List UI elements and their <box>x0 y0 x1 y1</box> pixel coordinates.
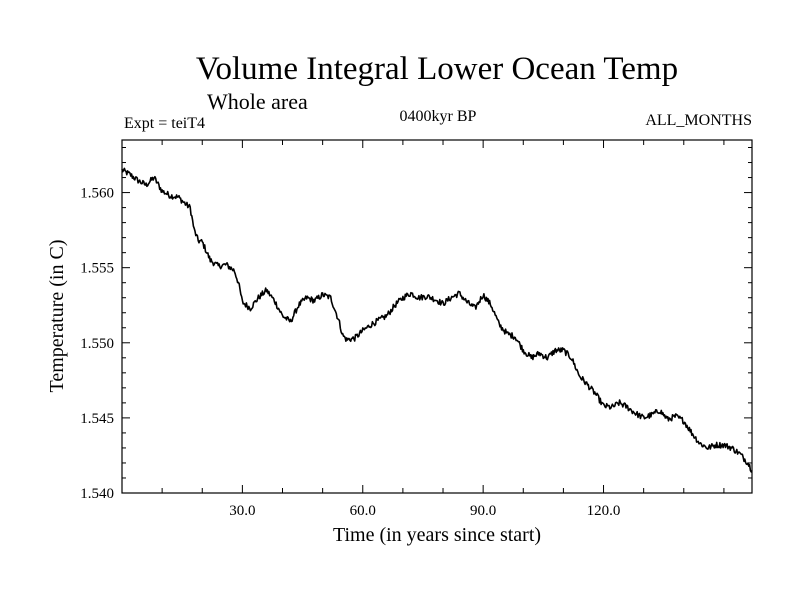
x-tick-label: 90.0 <box>470 503 496 519</box>
y-tick-label: 1.540 <box>80 486 114 502</box>
y-tick-label: 1.560 <box>80 186 114 202</box>
y-axis-label: Temperature (in C) <box>46 240 68 393</box>
x-tick-label: 30.0 <box>229 503 255 519</box>
x-axis-label: Time (in years since start) <box>333 524 541 546</box>
plot-frame <box>121 139 753 494</box>
x-tick-label: 120.0 <box>587 503 621 519</box>
x-tick-label: 60.0 <box>350 503 376 519</box>
y-axis: 1.540 1.545 1.550 1.555 1.560 <box>80 147 752 502</box>
series-line <box>121 167 753 473</box>
period-label: 0400kyr BP <box>400 108 477 125</box>
y-tick-label: 1.545 <box>80 411 114 427</box>
chart-title: Volume Integral Lower Ocean Temp <box>196 51 678 87</box>
experiment-label: Expt = teiT4 <box>124 115 205 132</box>
y-tick-label: 1.555 <box>80 261 114 277</box>
chart-subtitle: Whole area <box>207 89 308 114</box>
x-axis: 30.0 60.0 90.0 120.0 <box>161 140 725 519</box>
months-label: ALL_MONTHS <box>645 112 752 129</box>
y-tick-label: 1.550 <box>80 336 114 352</box>
